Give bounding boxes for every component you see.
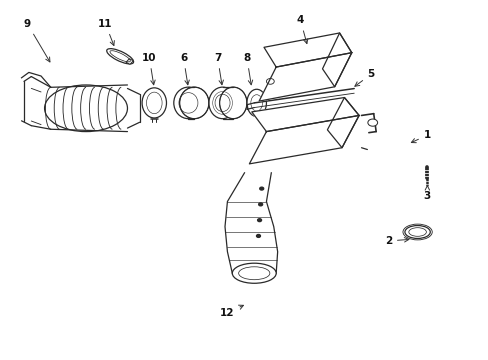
Circle shape (259, 187, 263, 190)
Ellipse shape (219, 87, 246, 119)
Ellipse shape (173, 87, 203, 119)
Polygon shape (259, 53, 351, 101)
Text: 12: 12 (220, 305, 243, 318)
Text: 6: 6 (180, 53, 189, 85)
Text: 1: 1 (410, 130, 430, 143)
Ellipse shape (404, 226, 429, 238)
Text: 9: 9 (24, 19, 50, 62)
Ellipse shape (246, 89, 266, 117)
Text: 7: 7 (214, 53, 223, 85)
Text: 2: 2 (384, 236, 408, 246)
Polygon shape (322, 33, 351, 87)
Bar (126, 59, 133, 64)
Ellipse shape (106, 49, 133, 64)
Ellipse shape (232, 263, 276, 283)
Ellipse shape (142, 88, 166, 118)
Text: 5: 5 (354, 69, 374, 86)
Ellipse shape (179, 87, 208, 119)
Text: 4: 4 (296, 15, 307, 44)
Text: 10: 10 (142, 53, 156, 85)
Text: 11: 11 (98, 19, 114, 45)
Circle shape (257, 219, 261, 222)
Polygon shape (327, 98, 358, 148)
Polygon shape (251, 98, 358, 132)
Polygon shape (249, 116, 358, 164)
Circle shape (367, 119, 377, 126)
Circle shape (256, 234, 260, 237)
Polygon shape (264, 33, 351, 67)
Text: 3: 3 (423, 185, 430, 201)
Ellipse shape (44, 85, 127, 132)
Ellipse shape (208, 87, 236, 119)
Circle shape (258, 203, 262, 206)
Text: 8: 8 (243, 53, 252, 85)
